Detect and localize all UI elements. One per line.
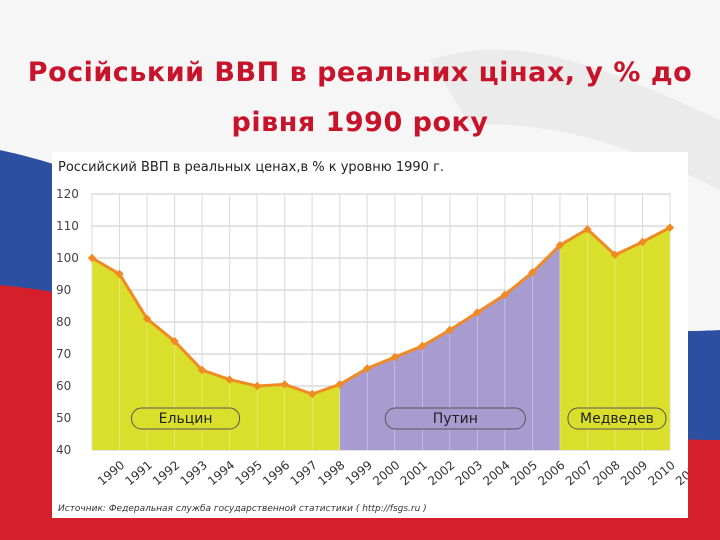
period-label-box: [131, 407, 241, 430]
x-tick-label: 1996: [260, 458, 292, 488]
x-tick-label: 2009: [618, 458, 650, 488]
gdp-chart: Российский ВВП в реальных ценах,в % к ур…: [56, 160, 688, 514]
chart-panel: Российский ВВП в реальных ценах,в % к ур…: [52, 152, 688, 518]
x-tick-label: 1997: [288, 458, 320, 488]
x-tick-label: 2002: [425, 458, 457, 488]
data-point: [363, 364, 372, 373]
data-point: [610, 250, 620, 259]
x-tick-label: 2011: [673, 458, 688, 488]
x-tick-label: 2005: [508, 458, 540, 488]
data-point: [252, 381, 262, 391]
data-point: [170, 337, 179, 346]
data-point: [87, 253, 97, 263]
x-tick-label: 1998: [315, 458, 347, 488]
x-tick-label: 1994: [205, 458, 237, 488]
x-tick-label: 2001: [398, 458, 430, 488]
gdp-line: [91, 226, 671, 396]
x-tick-label: 2008: [590, 458, 622, 488]
period-label-box: [384, 407, 526, 430]
x-tick-label: 1995: [233, 458, 265, 488]
data-point: [638, 237, 647, 247]
x-tick-label: 1999: [343, 458, 375, 488]
x-tick-label: 2006: [535, 458, 567, 488]
data-point: [418, 341, 427, 351]
y-tick-label: 110: [56, 219, 79, 233]
chart-title: Российский ВВП в реальных ценах,в % к ур…: [58, 160, 444, 175]
data-point: [307, 389, 317, 399]
data-point: [115, 269, 124, 279]
y-tick-label: 40: [56, 443, 71, 457]
x-tick-label: 1991: [122, 458, 154, 488]
y-tick-label: 60: [56, 379, 71, 393]
period-label: Медведев: [580, 411, 654, 427]
y-tick-label: 80: [56, 315, 71, 329]
data-point: [500, 290, 510, 299]
data-point: [390, 353, 399, 362]
data-point: [473, 308, 482, 317]
y-tick-label: 120: [56, 187, 79, 201]
x-tick-label: 2004: [480, 458, 512, 488]
y-tick-label: 100: [56, 251, 79, 265]
x-tick-label: 1993: [178, 458, 210, 488]
y-tick-label: 50: [56, 411, 71, 425]
data-point: [280, 380, 289, 389]
data-point: [225, 375, 234, 384]
y-tick-label: 90: [56, 283, 71, 297]
data-point: [197, 365, 207, 375]
data-point: [665, 223, 675, 232]
data-point: [583, 225, 592, 234]
y-tick-label: 70: [56, 347, 71, 361]
data-point: [445, 325, 455, 335]
period-label: Ельцин: [159, 411, 213, 427]
x-tick-label: 1992: [150, 458, 182, 488]
source-note: Источник: Федеральная служба государстве…: [58, 504, 427, 514]
data-point: [335, 380, 344, 389]
x-tick-label: 2007: [563, 458, 595, 488]
period-label: Путин: [433, 411, 478, 427]
plot-area: Ельцин Путин Медведев 120 110 100 90 80 70 60 50 40…: [56, 187, 688, 488]
x-tick-label: 2003: [453, 458, 485, 488]
x-tick-label: 2000: [370, 458, 402, 488]
data-point: [142, 314, 152, 323]
period-label-box: [567, 407, 667, 430]
data-point: [555, 241, 565, 250]
slide-title: Російський ВВП в реальних цінах, у % до …: [27, 57, 693, 138]
x-tick-label: 1990: [95, 458, 127, 488]
period-area-0: [92, 258, 340, 450]
x-tick-label: 2010: [645, 458, 677, 488]
data-point: [528, 268, 537, 277]
